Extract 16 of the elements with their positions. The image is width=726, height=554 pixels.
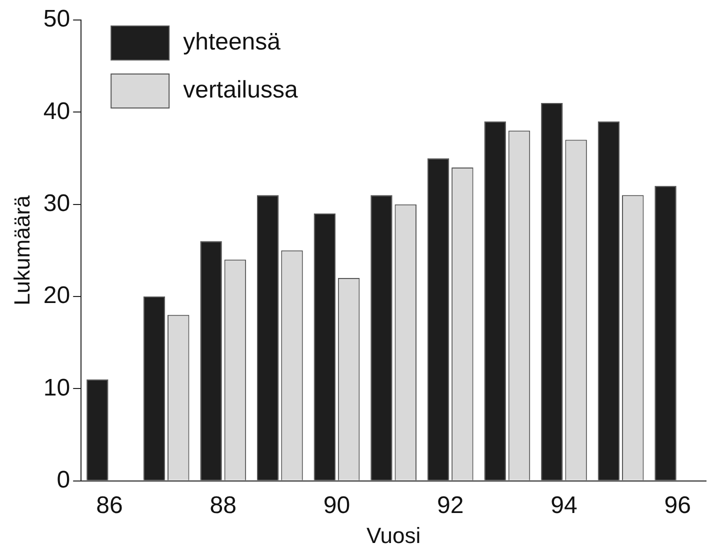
- legend-label: vertailussa: [183, 76, 298, 104]
- y-tick-label: 30: [43, 190, 70, 217]
- x-tick-label: 94: [550, 492, 578, 519]
- x-tick-label: 86: [96, 492, 123, 519]
- y-tick-label: 50: [43, 6, 70, 33]
- x-tick-label: 88: [210, 492, 236, 519]
- y-tick-label: 10: [43, 374, 70, 402]
- y-tick-label: 20: [43, 282, 70, 310]
- x-tick-label: 92: [437, 492, 464, 519]
- x-tick-label: 96: [664, 492, 691, 519]
- x-axis-title: Vuosi: [366, 522, 421, 548]
- y-tick-label: 0: [56, 466, 70, 494]
- y-tick-label: 40: [43, 98, 70, 125]
- y-axis-title: Lukumäärä: [9, 194, 34, 306]
- legend-label: yhteensä: [183, 28, 282, 56]
- x-tick-label: 90: [323, 492, 350, 519]
